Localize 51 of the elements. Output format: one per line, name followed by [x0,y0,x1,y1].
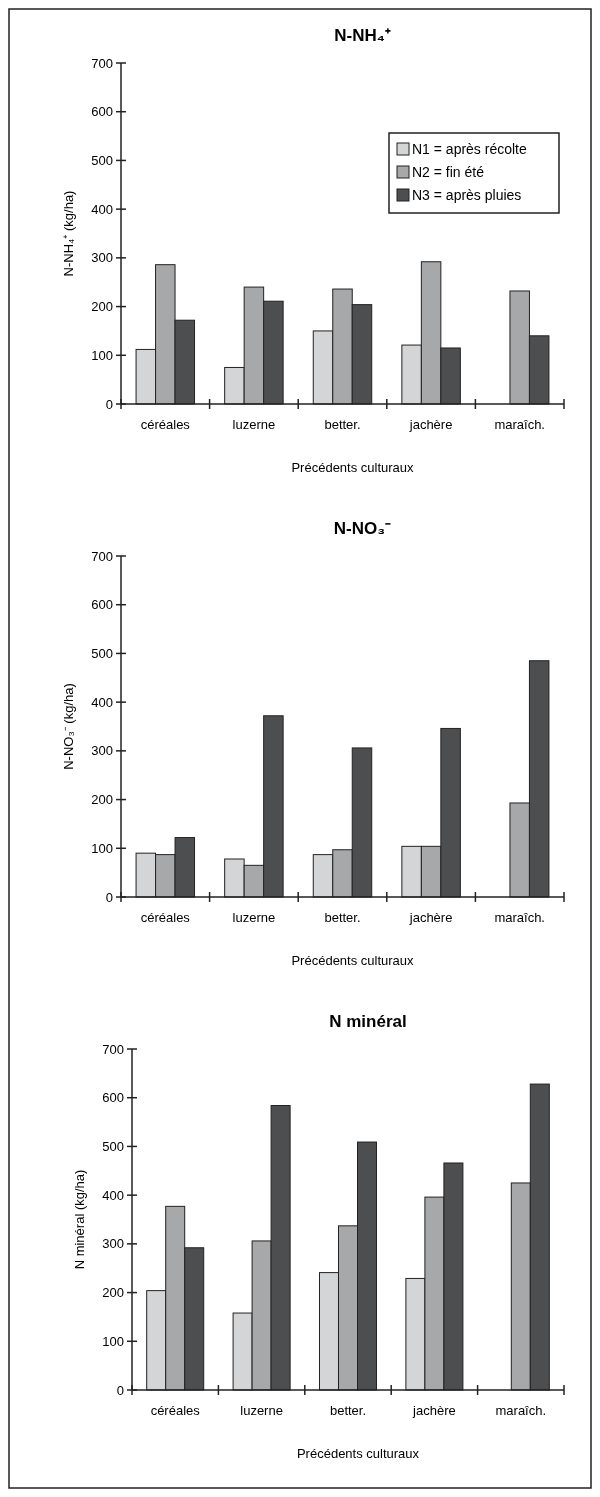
x-tick-label: jachère [408,910,453,925]
x-axis-title: Précédents culturaux [291,953,415,968]
y-tick-label: 700 [102,1041,124,1057]
y-tick-label: 100 [91,840,113,856]
y-tick-label: 600 [91,597,113,613]
x-tick-label: maraîch. [495,1403,547,1418]
x-tick-label: luzerne [232,417,276,432]
y-tick-label: 400 [91,201,113,217]
y-tick-label: 200 [91,792,113,808]
y-axis-title: N minéral (kg/ha) [72,1169,87,1270]
y-axis-title: N-NO₃⁻ (kg/ha) [61,683,76,770]
y-tick-label: 100 [91,347,113,363]
y-tick-label: 200 [91,299,113,315]
chart-title: N-NH₄⁺ [334,26,391,45]
legend-label: N2 = fin été [412,163,485,180]
x-tick-label: maraîch. [494,910,545,925]
x-tick-label: céréales [150,1403,201,1418]
y-tick-label: 600 [102,1090,124,1106]
y-tick-label: 500 [91,152,113,168]
y-tick-label: 300 [102,1236,124,1252]
y-tick-label: 400 [102,1187,124,1203]
y-tick-label: 300 [91,743,113,759]
chart-title: N minéral [329,1012,407,1031]
y-tick-label: 100 [102,1333,124,1349]
x-tick-label: céréales [140,910,191,925]
x-tick-label: luzerne [240,1403,283,1418]
x-tick-label: luzerne [232,910,276,925]
x-tick-label: better. [324,417,361,432]
y-tick-label: 200 [102,1285,124,1301]
x-tick-label: céréales [140,417,191,432]
y-tick-label: 0 [105,396,113,412]
x-tick-label: jachère [412,1403,456,1418]
y-tick-label: 0 [105,889,113,905]
y-tick-label: 400 [91,694,113,710]
x-tick-label: better. [329,1403,367,1418]
y-tick-label: 500 [91,645,113,661]
y-tick-label: 700 [91,55,113,71]
x-axis-title: Précédents culturaux [291,460,415,475]
chart-title: N-NO₃⁻ [333,519,392,538]
y-axis-title: N-NH₄⁺ (kg/ha) [61,190,76,277]
legend-label: N3 = après pluies [412,186,522,203]
x-axis-title: Précédents culturaux [296,1446,420,1461]
y-tick-label: 700 [91,548,113,564]
x-tick-label: jachère [408,417,453,432]
y-tick-label: 300 [91,250,113,266]
x-tick-label: better. [324,910,361,925]
y-tick-label: 600 [91,104,113,120]
legend-label: N1 = après récolte [412,140,527,157]
y-tick-label: 0 [116,1382,124,1398]
x-tick-label: maraîch. [494,417,545,432]
y-tick-label: 500 [102,1138,124,1154]
